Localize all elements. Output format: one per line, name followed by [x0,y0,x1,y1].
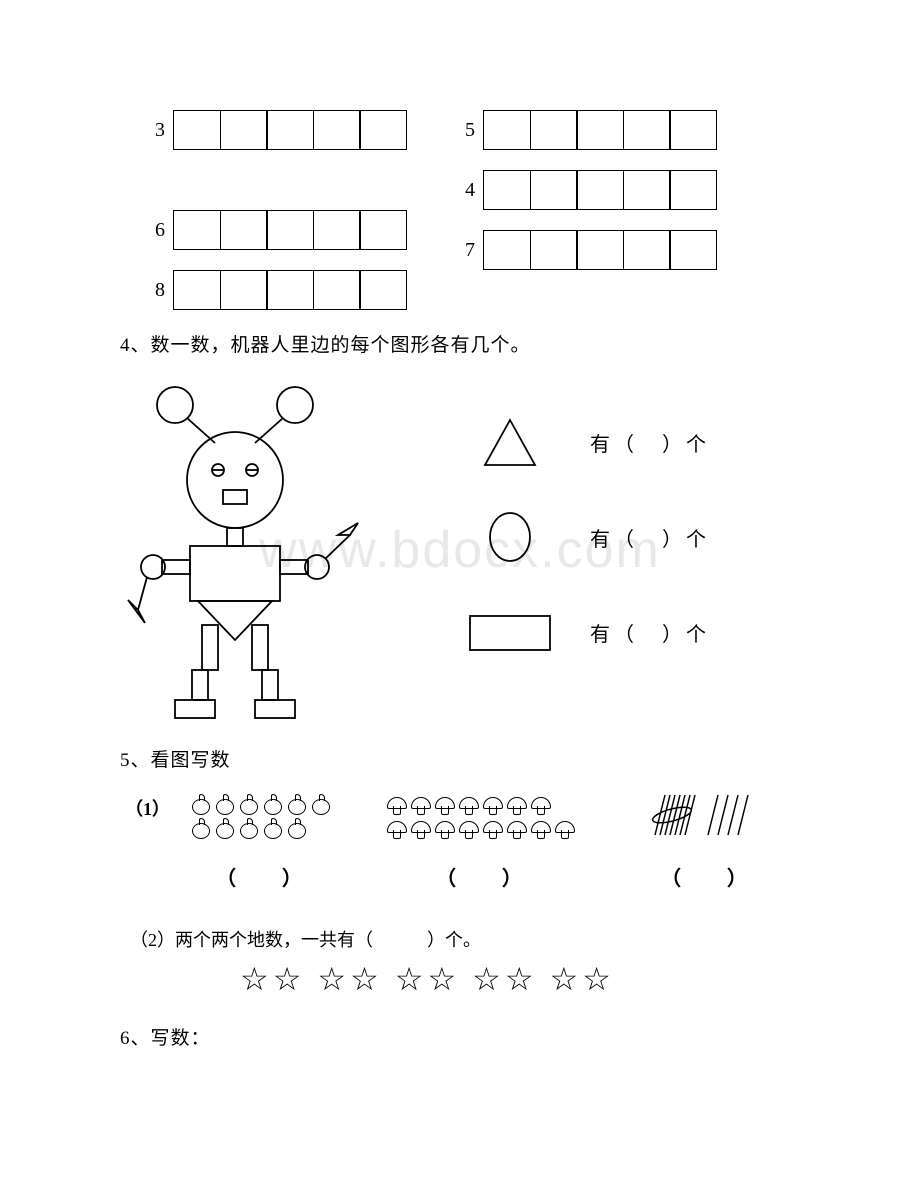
box-cell [669,230,717,270]
sticks-answer: （ ） [661,862,749,891]
apple-icon [213,794,235,816]
apple-icon [309,794,331,816]
box-row-label: 5 [450,119,475,142]
shape-legend: 有（ ）个 有（ ）个 有（ ）个 [460,395,710,680]
apple-icon [189,794,211,816]
star-pair: ☆☆ [550,960,615,998]
triangle-icon [460,415,560,470]
box-cell [576,230,624,270]
box-cell [266,270,314,310]
apple-icon [189,818,211,840]
apple-icon [285,818,307,840]
box-cell [313,210,361,250]
apple-group: （ ） [175,794,345,891]
box-row: 7 [450,225,717,275]
box-cell [220,270,268,310]
box-row-label: 3 [140,119,165,142]
robot-section: 有（ ）个 有（ ）个 有（ ）个 [120,375,800,735]
q5-sub1-label: （1） [125,795,170,821]
triangle-count-text: 有（ ）个 [590,428,710,457]
box-row: 4 [450,165,717,215]
rect-count-text: 有（ ）个 [590,618,710,647]
star-pair: ☆☆ [395,960,460,998]
box-cell [483,110,531,150]
sticks-icon [650,790,760,840]
mushroom-icon [409,818,431,840]
mushroom-icon [433,818,455,840]
shape-row-triangle: 有（ ）个 [460,395,710,490]
box-row: 6 [140,205,407,255]
box-cell [623,110,671,150]
mushroom-icon [505,818,527,840]
box-row-label: 7 [450,239,475,262]
mushroom-icon [505,794,527,816]
box-cell [313,110,361,150]
circle-count-text: 有（ ）个 [590,523,710,552]
box-cell [313,270,361,310]
mushroom-icon [433,794,455,816]
box-cell [220,210,268,250]
box-cell [220,110,268,150]
box-cell [483,170,531,210]
box-cell [359,270,407,310]
mushroom-icon [409,794,431,816]
apple-icon [261,794,283,816]
q5-sub2-text: （2）两个两个地数，一共有（ ）个。 [130,926,800,952]
box-cell [266,210,314,250]
box-cell [669,110,717,150]
apple-icon [285,794,307,816]
apple-answer: （ ） [216,862,304,891]
apple-icon [237,818,259,840]
apple-icon [213,818,235,840]
box-cell [530,110,578,150]
box-cell [530,230,578,270]
shape-row-rect: 有（ ）个 [460,585,710,680]
mushroom-icon [481,794,503,816]
mushroom-group: （ ） [375,794,585,891]
star-pair: ☆☆ [240,960,305,998]
q5-stars: ☆☆ ☆☆ ☆☆ ☆☆ ☆☆ [240,960,800,998]
box-cell [359,210,407,250]
mushroom-icon [457,818,479,840]
box-cell [266,110,314,150]
mushroom-icon [553,818,575,840]
box-row-label: 6 [140,219,165,242]
shape-row-circle: 有（ ）个 [460,490,710,585]
apple-icon [261,818,283,840]
box-cell [623,170,671,210]
mushroom-icon [481,818,503,840]
box-row: 3 [140,105,407,155]
mushroom-icon [385,794,407,816]
mushroom-answer: （ ） [436,862,524,891]
box-row: 5 [450,105,717,155]
box-cell [173,210,221,250]
mushroom-icon [457,794,479,816]
sticks-group: （ ） [645,790,765,891]
mushroom-icon [529,794,551,816]
robot-figure [120,375,420,725]
box-cell [359,110,407,150]
q6-title: 6、写数： [120,1023,800,1050]
q5-1-groups: （1） （ ） （ ） （ ） [130,790,800,891]
q5-title: 5、看图写数 [120,745,800,772]
circle-icon [460,510,560,565]
box-cell [576,170,624,210]
box-cell [173,270,221,310]
box-cell [576,110,624,150]
rect-icon [460,608,560,658]
box-cell [530,170,578,210]
box-row-label: 4 [450,179,475,202]
box-cell [483,230,531,270]
box-cell [173,110,221,150]
apple-icon [237,794,259,816]
star-pair: ☆☆ [317,960,382,998]
mushroom-icon [529,818,551,840]
q4-prompt: 4、数一数，机器人里边的每个图形各有几个。 [120,330,800,357]
mushroom-icon [385,818,407,840]
box-cell [623,230,671,270]
star-pair: ☆☆ [472,960,537,998]
box-cell [669,170,717,210]
box-row-label: 8 [140,279,165,302]
box-row: 8 [140,265,407,315]
